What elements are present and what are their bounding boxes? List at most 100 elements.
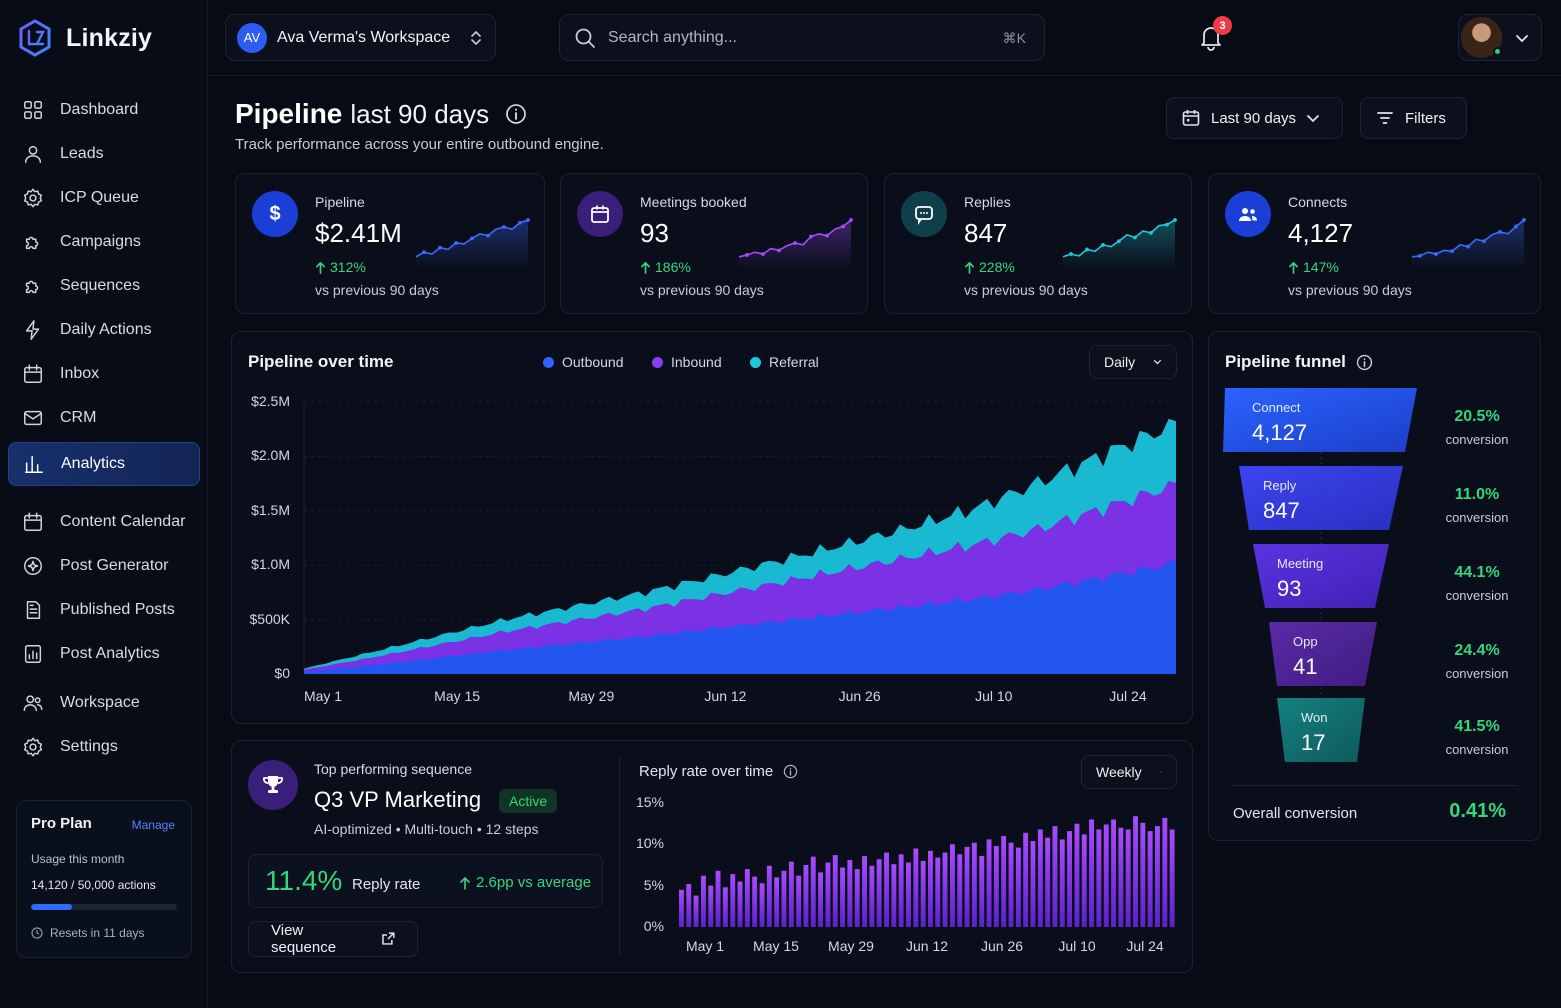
sidebar-item-post-analytics[interactable]: Post Analytics <box>8 632 200 676</box>
sidebar-item-analytics[interactable]: Analytics <box>8 442 200 486</box>
chevron-down-icon <box>1159 771 1162 773</box>
brand[interactable]: Linkziy <box>18 18 152 58</box>
reply-rate-bar <box>796 875 802 927</box>
sparkline-point <box>526 218 530 222</box>
sidebar-item-content-calendar[interactable]: Content Calendar <box>8 500 200 544</box>
page-header: Pipeline last 90 days Track performance … <box>235 98 604 153</box>
stat-comparison: vs previous 90 days <box>964 282 1088 298</box>
plan-usage-fill <box>31 904 73 910</box>
reply-rate-bar <box>869 865 875 927</box>
sidebar-item-workspace[interactable]: Workspace <box>8 681 200 725</box>
plan-card: Pro Plan Manage Usage this month 14,120 … <box>16 800 192 958</box>
overall-conversion-value: 0.41% <box>1449 800 1506 822</box>
sidebar-item-crm[interactable]: CRM <box>8 396 200 440</box>
sidebar-item-daily-actions[interactable]: Daily Actions <box>8 308 200 352</box>
view-sequence-button[interactable]: View sequence <box>248 921 418 957</box>
reply-granularity-select[interactable]: Weekly <box>1081 755 1177 789</box>
stat-value: 4,127 <box>1288 218 1354 248</box>
calendar-icon <box>577 191 623 237</box>
reply-rate-bar <box>1169 829 1175 927</box>
sidebar-item-campaigns[interactable]: Campaigns <box>8 220 200 264</box>
sidebar-item-settings[interactable]: Settings <box>8 725 200 769</box>
status-badge: Active <box>499 789 558 813</box>
funnel-stage-shape-won[interactable] <box>1277 698 1365 762</box>
funnel-stage-shape-opp[interactable] <box>1269 622 1377 686</box>
legend-item-referral[interactable]: Referral <box>750 354 819 370</box>
funnel-stage-shape-meeting[interactable] <box>1253 544 1389 608</box>
reply-rate-bar <box>722 887 728 927</box>
sidebar-item-inbox[interactable]: Inbox <box>8 352 200 396</box>
legend-item-inbound[interactable]: Inbound <box>652 354 722 370</box>
reply-chart-title-text: Reply rate over time <box>639 763 774 780</box>
search-bar[interactable]: ⌘K <box>559 14 1045 61</box>
sparkline-point <box>1149 230 1153 235</box>
legend-item-outbound[interactable]: Outbound <box>543 354 624 370</box>
sidebar-item-sequences[interactable]: Sequences <box>8 264 200 308</box>
stat-card-pipeline[interactable]: $ Pipeline $2.41M 312% vs previous 90 days <box>235 173 545 314</box>
sidebar-item-post-generator[interactable]: Post Generator <box>8 544 200 588</box>
reply-rate-bar <box>928 850 933 927</box>
arrow-up-icon <box>965 261 974 274</box>
y-tick-label: $1.5M <box>251 501 290 518</box>
page-subtitle: Track performance across your entire out… <box>235 136 604 153</box>
user-menu[interactable] <box>1458 14 1542 61</box>
chevron-down-icon <box>1516 35 1528 43</box>
funnel-stage-shape-reply[interactable] <box>1239 466 1403 530</box>
page-title-main: Pipeline <box>235 98 343 129</box>
sparkline-point <box>1466 244 1470 249</box>
reply-rate-bar <box>774 877 780 927</box>
sparkline-point <box>1069 252 1073 256</box>
x-tick-label: May 29 <box>568 688 615 704</box>
info-icon[interactable] <box>783 764 798 779</box>
sparkline-point <box>1173 218 1177 222</box>
sparkline-point <box>454 241 458 245</box>
sidebar-item-dashboard[interactable]: Dashboard <box>8 88 200 132</box>
plan-manage-link[interactable]: Manage <box>131 818 175 832</box>
stat-card-replies[interactable]: Replies 847 228% vs previous 90 days <box>884 173 1192 314</box>
x-tick-label: Jul 10 <box>975 688 1013 704</box>
sparkline <box>738 218 853 270</box>
sidebar-item-leads[interactable]: Leads <box>8 132 200 176</box>
funnel-stage-label: Connect <box>1252 400 1301 415</box>
gear-icon <box>22 736 44 758</box>
plan-reset-text: Resets in 11 days <box>50 926 145 940</box>
reply-rate-bar <box>920 860 926 927</box>
stat-change: 312% <box>315 259 366 275</box>
reply-rate-bar <box>730 874 736 927</box>
workspace-switcher[interactable]: AV Ava Verma's Workspace <box>225 14 496 61</box>
info-icon[interactable] <box>1356 354 1373 371</box>
funnel-title-text: Pipeline funnel <box>1225 352 1346 371</box>
pipeline-chart-card: Pipeline over time Outbound Inbound Referr… <box>231 331 1193 724</box>
stat-card-connects[interactable]: Connects 4,127 147% vs previous 90 days <box>1208 173 1541 314</box>
funnel-stage-percent: 24.4% <box>1454 642 1500 659</box>
sparkline-area <box>1063 220 1175 270</box>
legend-label: Inbound <box>671 354 722 370</box>
sidebar-item-published-posts[interactable]: Published Posts <box>8 588 200 632</box>
funnel-stage-shape-connect[interactable] <box>1223 388 1417 452</box>
funnel-stage-value: 847 <box>1263 498 1300 523</box>
filters-label: Filters <box>1405 109 1446 127</box>
x-tick-label: May 29 <box>828 938 874 954</box>
search-input[interactable] <box>608 28 968 47</box>
sidebar-item-icp-queue[interactable]: ICP Queue <box>8 176 200 220</box>
sparkline-point <box>1117 239 1121 244</box>
sparkline-area <box>739 220 851 270</box>
reply-rate-bar <box>1118 827 1124 927</box>
reply-rate-bar <box>1162 817 1168 927</box>
chat-icon <box>901 191 947 237</box>
funnel-stage-label: Won <box>1301 710 1328 725</box>
info-icon[interactable] <box>505 103 527 125</box>
stat-change-value: 186% <box>655 259 691 275</box>
date-range-button[interactable]: Last 90 days <box>1166 97 1343 139</box>
reply-rate-bar <box>986 839 992 927</box>
reply-rate-bar <box>884 852 889 927</box>
filters-button[interactable]: Filters <box>1360 97 1467 139</box>
sequence-meta: AI-optimized • Multi-touch • 12 steps <box>314 821 539 837</box>
stat-card-meetings-booked[interactable]: Meetings booked 93 186% vs previous 90 days <box>560 173 868 314</box>
funnel-stage-conversion: conversion <box>1445 666 1509 681</box>
reply-rate-bar <box>1067 831 1072 927</box>
sequence-divider <box>619 757 620 957</box>
reply-rate-bar <box>840 867 845 927</box>
granularity-select[interactable]: Daily <box>1089 345 1177 379</box>
